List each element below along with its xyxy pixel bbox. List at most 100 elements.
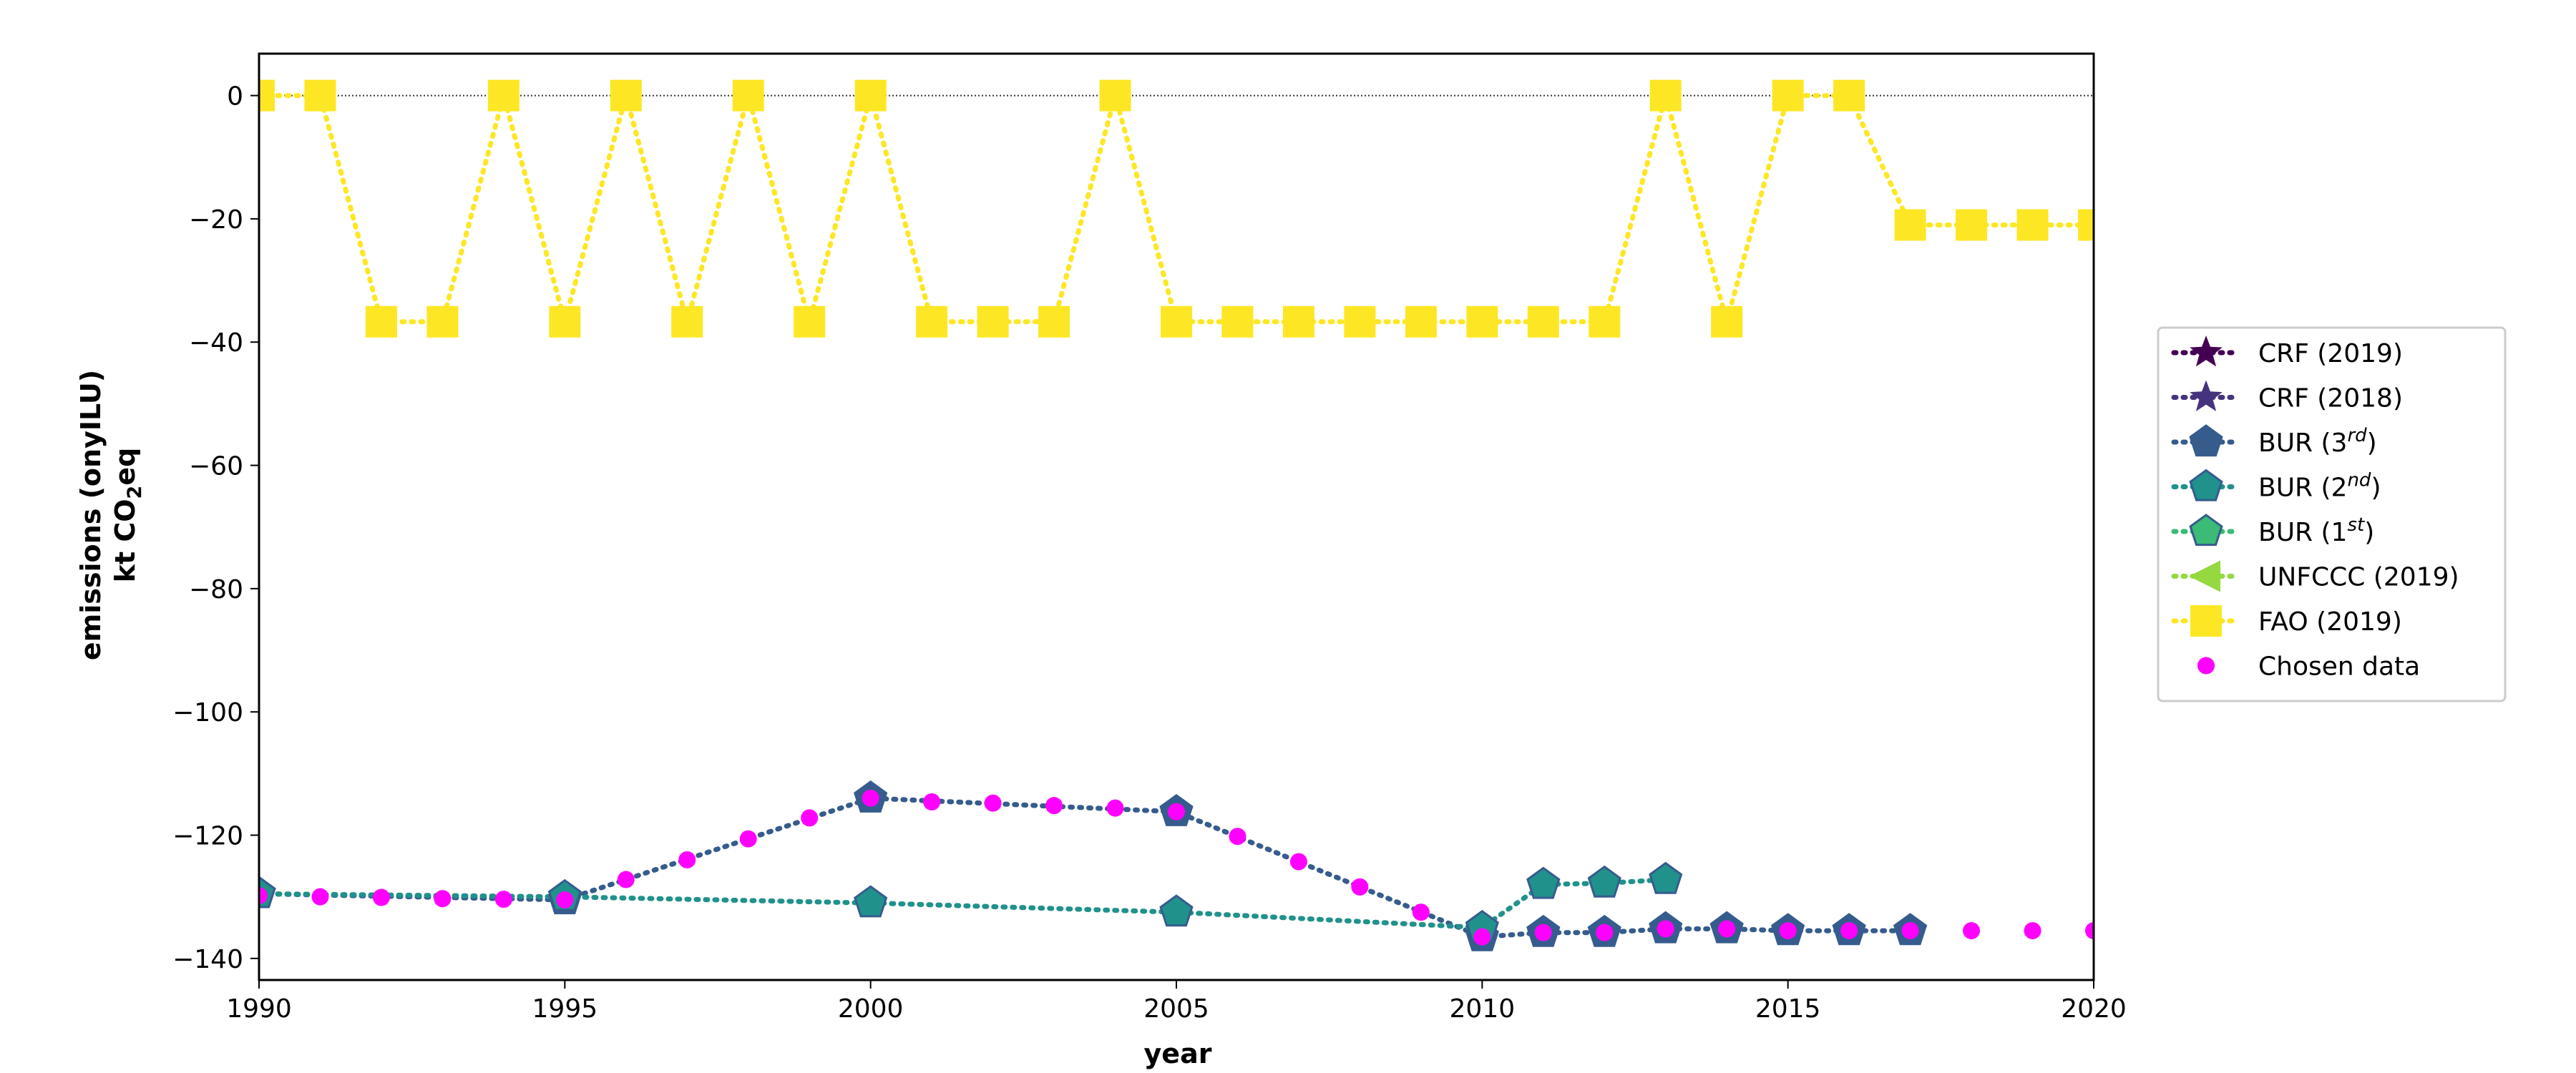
data-point bbox=[739, 830, 757, 848]
axes-frame bbox=[258, 52, 2095, 981]
legend-item: BUR (3rd) bbox=[2171, 424, 2377, 458]
data-point bbox=[556, 891, 574, 908]
data-point bbox=[2016, 209, 2049, 241]
series-markers-6 bbox=[259, 79, 2094, 338]
data-point bbox=[1779, 922, 1797, 940]
legend-box bbox=[2157, 326, 2507, 702]
legend-label: BUR (1st) bbox=[2258, 514, 2374, 547]
data-point bbox=[259, 886, 268, 904]
data-point bbox=[1956, 209, 1988, 241]
data-point bbox=[1159, 894, 1194, 927]
data-point bbox=[923, 793, 941, 810]
legend-item: FAO (2019) bbox=[2171, 605, 2402, 637]
legend-marker bbox=[2189, 514, 2223, 547]
data-point bbox=[984, 794, 1002, 812]
legend-item: Chosen data bbox=[2197, 652, 2420, 682]
data-point bbox=[2085, 922, 2094, 940]
data-point bbox=[1473, 928, 1491, 946]
legend-item: CRF (2018) bbox=[2171, 380, 2403, 413]
legend-label: Chosen data bbox=[2258, 652, 2420, 682]
data-point bbox=[2024, 922, 2041, 940]
data-point bbox=[1657, 920, 1674, 938]
y-tick-label: −140 bbox=[172, 945, 243, 974]
data-point bbox=[1527, 305, 1559, 338]
legend: CRF (2019) CRF (2018) BUR (3rd) BUR (2nd) BU… bbox=[2157, 326, 2507, 702]
legend-marker bbox=[2189, 560, 2220, 592]
data-point bbox=[487, 79, 519, 112]
data-point bbox=[862, 789, 879, 807]
data-point bbox=[1099, 79, 1131, 112]
y-tick-label: 0 bbox=[227, 82, 243, 112]
data-point bbox=[1840, 922, 1858, 940]
data-point bbox=[1282, 305, 1314, 338]
legend-marker bbox=[2197, 657, 2215, 675]
data-point bbox=[1587, 865, 1621, 898]
data-point bbox=[1963, 922, 1981, 940]
data-point bbox=[977, 305, 1009, 338]
data-point bbox=[1589, 305, 1621, 338]
y-tick-label: −80 bbox=[189, 575, 243, 604]
plot-border bbox=[258, 52, 2095, 981]
series-line-6 bbox=[259, 86, 2094, 332]
data-point bbox=[1351, 878, 1369, 896]
x-tick-label: 1990 bbox=[226, 994, 292, 1024]
data-point bbox=[678, 851, 696, 868]
data-point bbox=[671, 305, 703, 338]
data-point bbox=[1161, 305, 1192, 338]
data-point bbox=[1534, 923, 1552, 941]
data-point bbox=[259, 79, 275, 112]
data-point bbox=[801, 809, 819, 827]
data-point bbox=[1045, 797, 1063, 815]
y-axis-title-line1: emissions (onyILU) bbox=[75, 370, 107, 660]
data-point bbox=[549, 305, 581, 338]
data-point bbox=[304, 79, 336, 112]
legend-item: BUR (2nd) bbox=[2171, 469, 2381, 503]
data-point bbox=[610, 79, 642, 112]
data-point bbox=[1649, 79, 1682, 112]
axis-ticks: 1990 1995 2000 2005 2010 2015 2020 0 −20 −40 −60 −8… bbox=[172, 82, 2127, 1024]
x-axis-title: year bbox=[1144, 1038, 1212, 1069]
data-point bbox=[1229, 828, 1246, 846]
data-point bbox=[1344, 305, 1376, 338]
legend-marker bbox=[2189, 469, 2223, 501]
data-point bbox=[434, 890, 452, 908]
data-point bbox=[1596, 923, 1614, 941]
legend-item: BUR (1st) bbox=[2171, 514, 2374, 547]
data-point bbox=[1833, 79, 1865, 112]
data-point bbox=[372, 888, 390, 906]
data-point bbox=[1649, 861, 1683, 894]
data-point bbox=[1711, 305, 1743, 338]
legend-label: BUR (3rd) bbox=[2258, 425, 2377, 458]
y-tick-label: −20 bbox=[189, 205, 243, 235]
x-tick-label: 2015 bbox=[1755, 994, 1821, 1024]
legend-label: FAO (2019) bbox=[2258, 607, 2402, 637]
data-point bbox=[494, 891, 512, 908]
y-tick-label: −120 bbox=[172, 822, 243, 851]
data-point bbox=[854, 79, 887, 112]
data-point bbox=[1289, 853, 1307, 871]
legend-label: CRF (2018) bbox=[2258, 384, 2403, 413]
y-tick-label: −40 bbox=[189, 328, 243, 358]
x-tick-label: 1995 bbox=[532, 994, 598, 1024]
data-point bbox=[1526, 866, 1561, 899]
data-point bbox=[1405, 305, 1437, 338]
legend-label: CRF (2019) bbox=[2258, 339, 2403, 368]
data-point bbox=[1772, 79, 1804, 112]
legend-marker bbox=[2189, 424, 2223, 457]
data-point bbox=[1466, 305, 1498, 338]
data-point bbox=[311, 888, 329, 906]
x-tick-label: 2020 bbox=[2061, 994, 2127, 1024]
legend-marker bbox=[2190, 380, 2223, 411]
data-point bbox=[1901, 922, 1919, 940]
legend-marker bbox=[2190, 335, 2223, 367]
data-point bbox=[2078, 209, 2094, 241]
legend-label: UNFCCC (2019) bbox=[2258, 563, 2459, 592]
plot-area bbox=[259, 79, 2094, 951]
series-line-3 bbox=[259, 877, 1669, 931]
x-tick-label: 2005 bbox=[1143, 994, 1209, 1024]
data-point bbox=[854, 885, 888, 918]
data-point bbox=[732, 79, 764, 112]
series-markers-7 bbox=[259, 789, 2094, 946]
x-tick-label: 2000 bbox=[838, 994, 904, 1024]
data-point bbox=[1038, 305, 1070, 338]
